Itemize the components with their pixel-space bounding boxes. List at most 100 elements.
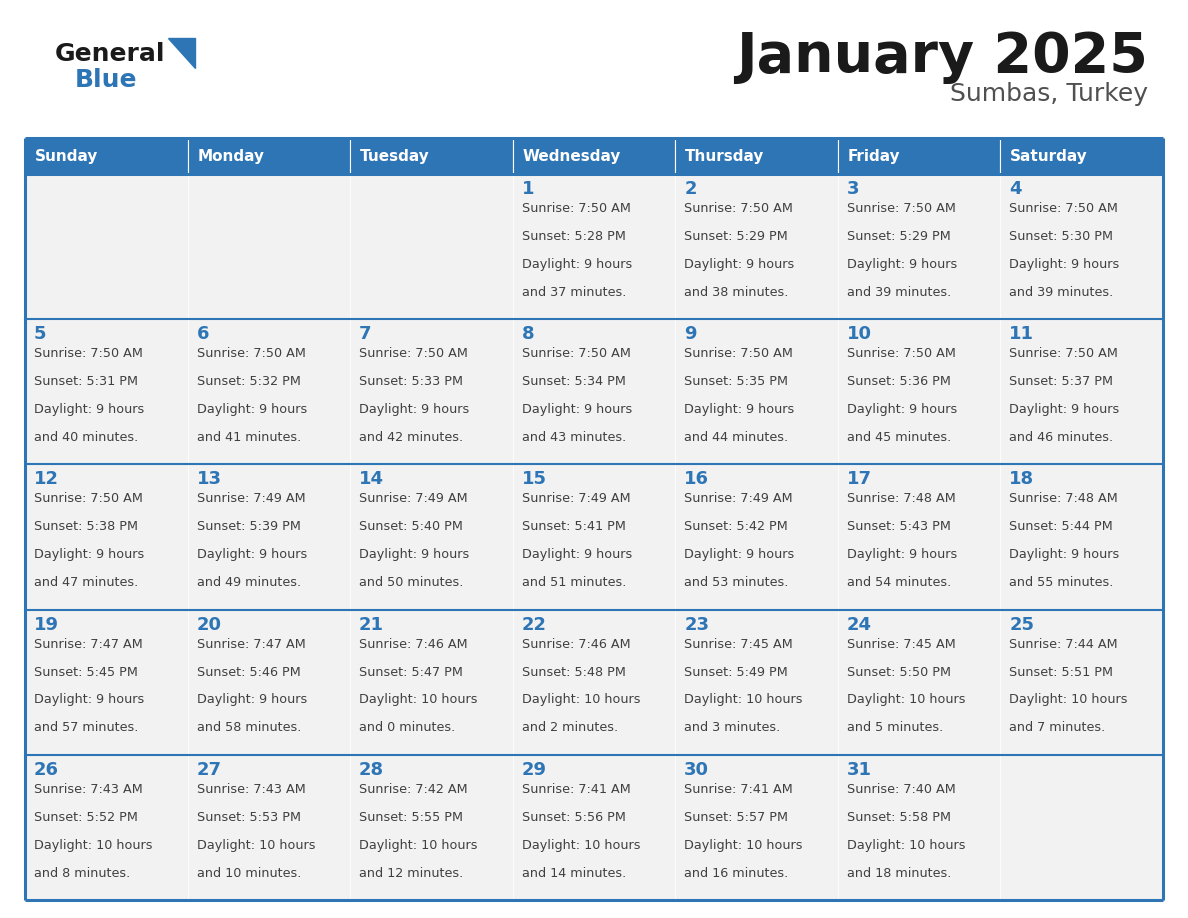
- Text: 20: 20: [196, 616, 221, 633]
- Text: Sunset: 5:56 PM: Sunset: 5:56 PM: [522, 811, 626, 823]
- Text: 10: 10: [847, 325, 872, 343]
- Text: Wednesday: Wednesday: [523, 149, 621, 163]
- FancyBboxPatch shape: [838, 465, 1000, 610]
- FancyBboxPatch shape: [350, 319, 513, 465]
- Text: and 51 minutes.: and 51 minutes.: [522, 577, 626, 589]
- FancyBboxPatch shape: [1000, 755, 1163, 900]
- FancyBboxPatch shape: [188, 138, 350, 174]
- Text: Sunset: 5:58 PM: Sunset: 5:58 PM: [847, 811, 950, 823]
- Text: 26: 26: [34, 761, 59, 778]
- Text: and 40 minutes.: and 40 minutes.: [34, 431, 138, 444]
- Text: Daylight: 10 hours: Daylight: 10 hours: [359, 839, 478, 852]
- Text: Sunrise: 7:50 AM: Sunrise: 7:50 AM: [34, 492, 143, 506]
- Text: Sunset: 5:35 PM: Sunset: 5:35 PM: [684, 375, 788, 388]
- Text: and 46 minutes.: and 46 minutes.: [1010, 431, 1113, 444]
- Text: Sunset: 5:51 PM: Sunset: 5:51 PM: [1010, 666, 1113, 678]
- Text: 6: 6: [196, 325, 209, 343]
- FancyBboxPatch shape: [25, 138, 188, 174]
- Text: 17: 17: [847, 470, 872, 488]
- Text: Sunrise: 7:40 AM: Sunrise: 7:40 AM: [847, 783, 955, 796]
- Text: Sunset: 5:29 PM: Sunset: 5:29 PM: [684, 230, 788, 243]
- Text: and 8 minutes.: and 8 minutes.: [34, 867, 131, 879]
- FancyBboxPatch shape: [1000, 174, 1163, 319]
- Text: Sunset: 5:44 PM: Sunset: 5:44 PM: [1010, 521, 1113, 533]
- Text: Friday: Friday: [847, 149, 901, 163]
- Text: Sunset: 5:32 PM: Sunset: 5:32 PM: [196, 375, 301, 388]
- Text: and 53 minutes.: and 53 minutes.: [684, 577, 789, 589]
- Text: Sunset: 5:31 PM: Sunset: 5:31 PM: [34, 375, 138, 388]
- Text: Sunset: 5:57 PM: Sunset: 5:57 PM: [684, 811, 788, 823]
- Text: 16: 16: [684, 470, 709, 488]
- Text: Sunrise: 7:50 AM: Sunrise: 7:50 AM: [1010, 347, 1118, 360]
- Text: Sunrise: 7:42 AM: Sunrise: 7:42 AM: [359, 783, 468, 796]
- Text: Sunrise: 7:41 AM: Sunrise: 7:41 AM: [522, 783, 631, 796]
- Text: Sunrise: 7:49 AM: Sunrise: 7:49 AM: [359, 492, 468, 506]
- Text: Daylight: 10 hours: Daylight: 10 hours: [34, 839, 152, 852]
- Text: Daylight: 9 hours: Daylight: 9 hours: [847, 548, 958, 561]
- Text: Daylight: 9 hours: Daylight: 9 hours: [522, 548, 632, 561]
- Text: and 3 minutes.: and 3 minutes.: [684, 722, 781, 734]
- Text: Daylight: 9 hours: Daylight: 9 hours: [847, 403, 958, 416]
- FancyBboxPatch shape: [1000, 610, 1163, 755]
- FancyBboxPatch shape: [838, 755, 1000, 900]
- Text: Sunset: 5:47 PM: Sunset: 5:47 PM: [359, 666, 463, 678]
- Text: Sunset: 5:28 PM: Sunset: 5:28 PM: [522, 230, 626, 243]
- Text: Daylight: 9 hours: Daylight: 9 hours: [684, 258, 795, 271]
- Text: Daylight: 9 hours: Daylight: 9 hours: [684, 548, 795, 561]
- Text: Sunrise: 7:43 AM: Sunrise: 7:43 AM: [34, 783, 143, 796]
- Text: 23: 23: [684, 616, 709, 633]
- Text: 3: 3: [847, 180, 859, 198]
- Text: and 16 minutes.: and 16 minutes.: [684, 867, 789, 879]
- FancyBboxPatch shape: [25, 319, 188, 465]
- Text: and 5 minutes.: and 5 minutes.: [847, 722, 943, 734]
- Text: Sunrise: 7:45 AM: Sunrise: 7:45 AM: [847, 638, 955, 651]
- Text: 29: 29: [522, 761, 546, 778]
- Text: Saturday: Saturday: [1010, 149, 1088, 163]
- Text: Sunset: 5:39 PM: Sunset: 5:39 PM: [196, 521, 301, 533]
- FancyBboxPatch shape: [350, 465, 513, 610]
- Text: Sunset: 5:42 PM: Sunset: 5:42 PM: [684, 521, 788, 533]
- Text: Daylight: 9 hours: Daylight: 9 hours: [1010, 403, 1119, 416]
- Text: Sunrise: 7:50 AM: Sunrise: 7:50 AM: [34, 347, 143, 360]
- Text: and 12 minutes.: and 12 minutes.: [359, 867, 463, 879]
- Text: and 14 minutes.: and 14 minutes.: [522, 867, 626, 879]
- Text: and 42 minutes.: and 42 minutes.: [359, 431, 463, 444]
- Text: 1: 1: [522, 180, 535, 198]
- Text: Sunset: 5:55 PM: Sunset: 5:55 PM: [359, 811, 463, 823]
- Text: and 18 minutes.: and 18 minutes.: [847, 867, 952, 879]
- Text: Sumbas, Turkey: Sumbas, Turkey: [950, 82, 1148, 106]
- Text: Sunrise: 7:49 AM: Sunrise: 7:49 AM: [522, 492, 631, 506]
- FancyBboxPatch shape: [838, 138, 1000, 174]
- Polygon shape: [168, 38, 195, 68]
- Text: and 41 minutes.: and 41 minutes.: [196, 431, 301, 444]
- Text: Daylight: 9 hours: Daylight: 9 hours: [359, 403, 469, 416]
- Text: Daylight: 10 hours: Daylight: 10 hours: [522, 693, 640, 707]
- Text: Sunset: 5:41 PM: Sunset: 5:41 PM: [522, 521, 626, 533]
- Text: Tuesday: Tuesday: [360, 149, 430, 163]
- Text: 15: 15: [522, 470, 546, 488]
- Text: and 39 minutes.: and 39 minutes.: [847, 285, 952, 298]
- Text: 19: 19: [34, 616, 59, 633]
- FancyBboxPatch shape: [675, 610, 838, 755]
- FancyBboxPatch shape: [188, 755, 350, 900]
- Text: and 45 minutes.: and 45 minutes.: [847, 431, 952, 444]
- FancyBboxPatch shape: [25, 465, 188, 610]
- FancyBboxPatch shape: [838, 319, 1000, 465]
- Text: Sunrise: 7:50 AM: Sunrise: 7:50 AM: [847, 347, 955, 360]
- Text: Sunrise: 7:46 AM: Sunrise: 7:46 AM: [359, 638, 468, 651]
- Text: Sunday: Sunday: [34, 149, 99, 163]
- FancyBboxPatch shape: [188, 319, 350, 465]
- Text: Sunrise: 7:48 AM: Sunrise: 7:48 AM: [847, 492, 955, 506]
- Text: Sunrise: 7:48 AM: Sunrise: 7:48 AM: [1010, 492, 1118, 506]
- Text: 8: 8: [522, 325, 535, 343]
- Text: Sunrise: 7:43 AM: Sunrise: 7:43 AM: [196, 783, 305, 796]
- FancyBboxPatch shape: [675, 755, 838, 900]
- Text: 5: 5: [34, 325, 46, 343]
- Text: Sunset: 5:30 PM: Sunset: 5:30 PM: [1010, 230, 1113, 243]
- Text: 9: 9: [684, 325, 696, 343]
- Text: Sunrise: 7:50 AM: Sunrise: 7:50 AM: [196, 347, 305, 360]
- FancyBboxPatch shape: [675, 138, 838, 174]
- FancyBboxPatch shape: [675, 174, 838, 319]
- FancyBboxPatch shape: [675, 465, 838, 610]
- FancyBboxPatch shape: [513, 465, 675, 610]
